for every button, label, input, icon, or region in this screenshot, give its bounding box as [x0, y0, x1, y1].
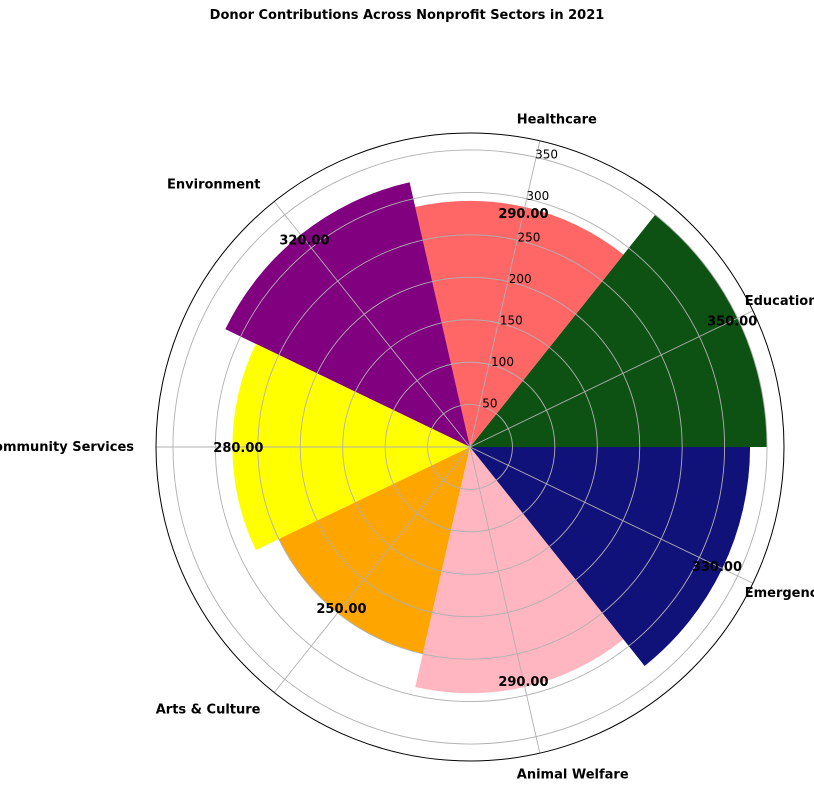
- value-label-education: 350.00: [707, 315, 757, 330]
- grid-spoke-environment: [273, 201, 471, 448]
- chart-title: Donor Contributions Across Nonprofit Sec…: [209, 8, 605, 23]
- bar-environment: [225, 182, 470, 447]
- value-label-healthcare: 290.00: [498, 207, 548, 222]
- category-label-education: Education: [745, 294, 814, 309]
- grid-spoke-education: [469, 310, 754, 448]
- bar-education: [470, 214, 768, 447]
- value-label-animal-welfare: 290.00: [498, 675, 548, 690]
- grid-spoke-healthcare: [469, 140, 541, 448]
- bar-arts-and-culture: [278, 447, 470, 654]
- grid-spoke-arts-and-culture: [273, 446, 471, 693]
- category-label-arts-and-culture: Arts & Culture: [156, 703, 261, 718]
- value-label-emergency-relief: 330.00: [692, 560, 742, 575]
- radial-tick-label: 250: [518, 231, 541, 245]
- category-label-environment: Environment: [167, 177, 261, 192]
- value-label-arts-and-culture: 250.00: [316, 602, 366, 617]
- radial-tick-label: 100: [491, 355, 514, 369]
- value-label-community-services: 280.00: [213, 441, 263, 456]
- bar-emergency-relief: [470, 447, 751, 666]
- labels-layer: 50 100 150 200 250 300 350 Education Healthcare E…: [0, 112, 814, 782]
- category-label-emergency-relief: Emergency Relief: [745, 586, 814, 601]
- grid-spoke-animal-welfare: [469, 446, 541, 754]
- bars-layer: [225, 182, 768, 694]
- category-label-community-services: Community Services: [0, 440, 134, 455]
- radial-tick-label: 200: [509, 272, 532, 286]
- radial-tick-label: 150: [500, 314, 523, 328]
- radial-tick-label: 50: [482, 397, 497, 411]
- bar-animal-welfare: [415, 447, 624, 694]
- polar-frame: [155, 132, 785, 762]
- radial-tick-label: 300: [526, 189, 549, 203]
- category-label-healthcare: Healthcare: [517, 112, 597, 127]
- grid-spoke-emergency-relief: [469, 446, 754, 584]
- grid-layer: [155, 132, 785, 762]
- bar-healthcare: [415, 200, 624, 447]
- value-label-environment: 320.00: [279, 233, 329, 248]
- category-label-animal-welfare: Animal Welfare: [517, 768, 629, 783]
- radial-tick-label: 350: [535, 148, 558, 162]
